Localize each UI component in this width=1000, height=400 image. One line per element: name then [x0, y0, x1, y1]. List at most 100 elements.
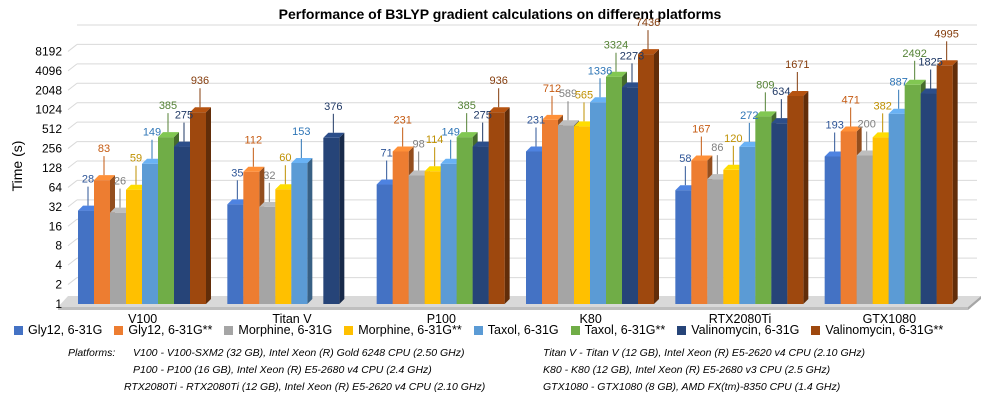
legend-label: Taxol, 6-31G** — [584, 323, 666, 337]
bar-front — [904, 84, 921, 305]
bar-front — [622, 87, 638, 304]
gridline-side — [67, 63, 78, 72]
data-label: 60 — [279, 152, 291, 164]
bar-side — [803, 90, 809, 305]
bar-top — [526, 146, 547, 152]
bar-front — [259, 206, 276, 304]
floor-side — [968, 296, 981, 310]
bar-top — [174, 141, 195, 147]
bar-top — [126, 184, 147, 190]
y-tick-label: 2 — [55, 278, 62, 292]
data-label: 231 — [393, 114, 411, 126]
legend-label: Gly12, 6-31G** — [128, 323, 213, 337]
legend-swatch — [344, 325, 354, 335]
chart-legend: Gly12, 6-31G Gly12, 6-31G** Morphine, 6-31… — [14, 323, 1000, 337]
floor-front — [58, 307, 968, 310]
data-label: 58 — [679, 153, 691, 165]
bar-front — [392, 151, 409, 304]
bar — [190, 107, 211, 305]
bar-top — [392, 146, 414, 152]
y-tick-label: 1 — [55, 297, 62, 311]
data-label: 1825 — [918, 57, 942, 69]
bar-top — [142, 158, 163, 164]
legend-item: Gly12, 6-31G — [14, 323, 102, 337]
bar-top — [110, 207, 131, 213]
bar-front — [755, 116, 772, 305]
data-label: 59 — [130, 153, 142, 165]
data-label: 200 — [857, 118, 875, 130]
y-tick-label: 16 — [49, 219, 63, 233]
bar-top — [888, 108, 910, 114]
data-label: 376 — [324, 101, 342, 113]
bar-top — [408, 170, 430, 176]
data-label: 35 — [231, 167, 243, 179]
y-tick-label: 512 — [42, 122, 62, 136]
bar-top — [691, 155, 713, 161]
legend-swatch — [224, 325, 234, 335]
data-label: 382 — [873, 100, 891, 112]
bar-front — [424, 171, 441, 304]
data-label: 1671 — [785, 59, 809, 71]
bar-front — [110, 212, 126, 304]
data-label: 385 — [457, 100, 475, 112]
legend-swatch — [114, 325, 124, 335]
bar-top — [456, 132, 478, 138]
bar-front — [126, 189, 142, 304]
bar-front — [590, 102, 606, 304]
legend-swatch — [811, 325, 821, 335]
bar-front — [723, 169, 740, 304]
note-titan-v: Titan V - Titan V (12 GB), Intel Xeon (R… — [543, 347, 865, 359]
bar-front — [542, 119, 558, 304]
data-label: 98 — [413, 138, 425, 150]
bar-front — [174, 146, 190, 304]
gridline-side — [67, 82, 78, 91]
gridline-side — [67, 257, 78, 266]
bar-side — [339, 132, 345, 304]
legend-swatch — [677, 325, 687, 335]
bar-front — [739, 146, 756, 304]
platforms-heading: Platforms: — [68, 347, 116, 359]
note-gtx1080: GTX1080 - GTX1080 (8 GB), AMD FX(tm)-835… — [543, 381, 841, 393]
bar-top — [622, 82, 643, 88]
bar-front — [376, 184, 393, 304]
bar-top — [904, 79, 926, 85]
data-label: 167 — [692, 124, 710, 136]
y-tick-label: 4 — [55, 258, 62, 272]
bar-top — [323, 132, 345, 138]
bar-top — [856, 150, 878, 156]
x-category-label: GTX1080 — [863, 312, 917, 326]
bar-top — [472, 141, 494, 147]
x-category-label: V100 — [128, 312, 157, 326]
x-category-label: Titan V — [272, 312, 312, 326]
legend-item: Valinomycin, 6-31G — [677, 323, 799, 337]
bar — [291, 157, 313, 304]
bar-front — [606, 76, 622, 305]
data-label: 112 — [245, 135, 263, 147]
bar-front — [291, 162, 308, 304]
bar-top — [78, 205, 99, 211]
bar-top — [158, 132, 179, 138]
y-tick-label: 8192 — [35, 44, 62, 58]
bar — [638, 49, 659, 304]
legend-swatch — [473, 325, 483, 335]
bar-top — [440, 158, 462, 164]
gridline-side — [67, 44, 78, 52]
gridline-side — [67, 277, 78, 285]
data-label: 565 — [575, 89, 593, 101]
y-tick-label: 256 — [42, 142, 62, 156]
bar-top — [94, 175, 115, 181]
bar-top — [259, 201, 281, 207]
gridline-side — [67, 218, 78, 227]
data-label: 3324 — [604, 40, 628, 52]
y-axis-label: Time (s) — [9, 141, 25, 192]
gridline-side — [67, 199, 78, 208]
bar-top — [723, 164, 745, 170]
bar-side — [307, 157, 313, 304]
data-label: 231 — [527, 114, 545, 126]
bar-top — [872, 132, 894, 138]
legend-item: Morphine, 6-31G** — [344, 323, 462, 337]
data-label: 275 — [175, 110, 193, 122]
bar-top — [920, 88, 942, 94]
legend-item: Valinomycin, 6-31G** — [811, 323, 943, 337]
data-label: 120 — [724, 133, 742, 145]
